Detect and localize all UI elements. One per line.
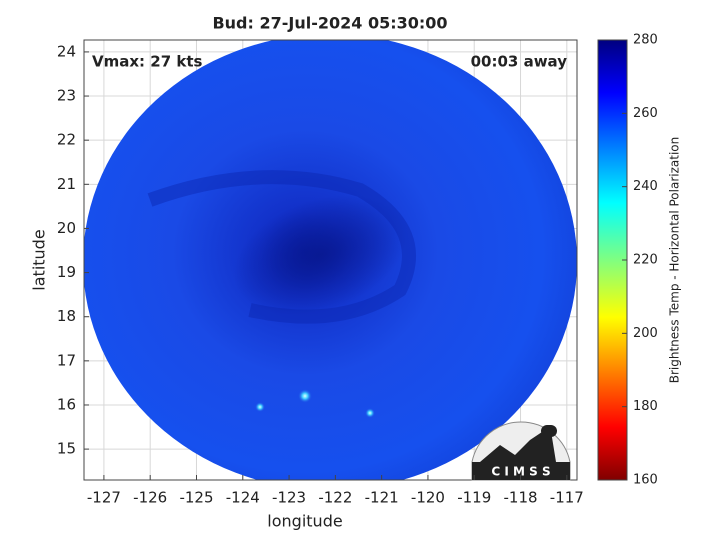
logo-text: C I M S S (491, 465, 550, 479)
satellite-image (84, 40, 577, 480)
x-tick-label: -121 (365, 489, 399, 507)
convection (255, 402, 265, 412)
x-tick-label: -123 (272, 489, 306, 507)
y-tick-label: 21 (57, 175, 76, 193)
colorbar-tick-label: 260 (633, 106, 658, 121)
spiral-band (147, 170, 416, 324)
x-tick-label: -124 (226, 489, 260, 507)
x-tick-label: -117 (550, 489, 584, 507)
y-tick-label: 19 (57, 263, 76, 281)
x-axis-label: longitude (267, 512, 342, 531)
storm-core (233, 194, 407, 316)
x-tick-label: -122 (318, 489, 352, 507)
convection (298, 389, 312, 403)
y-tick-label: 15 (57, 440, 76, 458)
y-tick-label: 22 (57, 131, 76, 149)
colorbar-label: Brightness Temp - Horizontal Polarizatio… (668, 137, 682, 384)
annotation: Vmax: 27 kts (92, 53, 202, 71)
y-tick-label: 16 (57, 395, 76, 413)
colorbar-tick-label: 180 (633, 399, 658, 414)
convection (365, 408, 375, 418)
colorbar-tick-label: 220 (633, 253, 658, 268)
colorbar-tick-label: 160 (633, 473, 658, 488)
x-tick-label: -125 (179, 489, 213, 507)
x-tick-label: -126 (133, 489, 167, 507)
colorbar-tick-label: 280 (633, 33, 658, 48)
logo: C I M S S (471, 421, 571, 481)
y-axis-label: latitude (30, 229, 49, 290)
x-tick-label: -119 (457, 489, 491, 507)
colorbar-tick-label: 240 (633, 179, 658, 194)
y-tick-label: 20 (57, 219, 76, 237)
y-tick-label: 23 (57, 87, 76, 105)
plot-frame (83, 39, 578, 481)
x-tick-label: -120 (411, 489, 445, 507)
y-tick-label: 17 (57, 351, 76, 369)
colorbar-tick-label: 200 (633, 326, 658, 341)
y-tick-label: 18 (57, 307, 76, 325)
chart-title: Bud: 27-Jul-2024 05:30:00 (212, 14, 447, 33)
x-tick-label: -118 (504, 489, 538, 507)
x-tick-label: -127 (87, 489, 121, 507)
annotation: 00:03 away (471, 53, 568, 71)
y-tick-label: 24 (57, 42, 76, 60)
